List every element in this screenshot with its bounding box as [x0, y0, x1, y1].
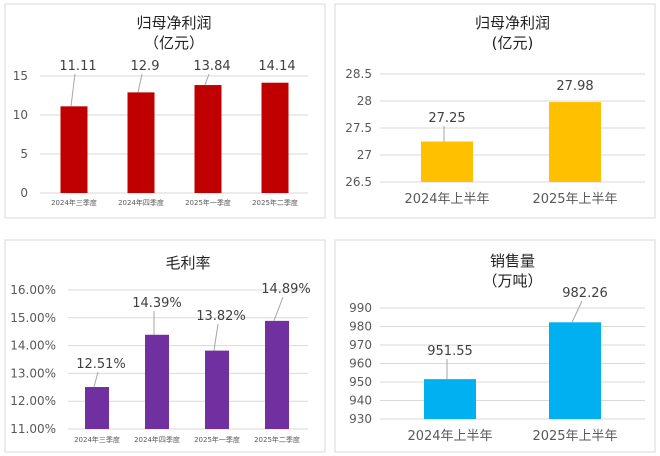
bar — [549, 102, 601, 182]
x-tick-label: 2025年上半年 — [532, 429, 617, 444]
chart-title: 毛利率 — [165, 254, 210, 272]
chart-panel-1: 归母净利润 （亿元） 0 5 10 15 2024年三季度 11.11 2024年四季度 12.9… — [4, 3, 326, 219]
x-tick-label: 2024年三季度 — [51, 198, 97, 207]
chart-panel-2: 归母净利润 (亿元) 26.5 27 27.5 28 28.5 2024年上半年 27.25 20… — [334, 3, 656, 219]
data-label: 12.9 — [131, 59, 160, 74]
y-tick-label: 0 — [20, 186, 28, 200]
y-tick-label: 13.00% — [10, 366, 56, 380]
chart-panel-4: 销售量 （万吨） 930 940 950 960 970 980 990 2024年上半年 951.… — [334, 239, 656, 453]
y-tick-label: 27.5 — [345, 121, 372, 135]
leader-line — [213, 323, 219, 351]
chart-subtitle: (亿元) — [492, 34, 534, 52]
x-tick-label: 2025年上半年 — [532, 192, 617, 207]
bar — [85, 387, 109, 429]
data-label: 14.39% — [132, 296, 182, 311]
bar — [145, 334, 169, 429]
x-tick-label: 2025年二季度 — [252, 198, 298, 207]
x-tick-label: 2024年四季度 — [118, 198, 164, 207]
data-label: 14.89% — [261, 282, 311, 297]
chart-title: 归母净利润 — [475, 14, 550, 32]
bar — [205, 350, 229, 429]
data-label: 11.11 — [59, 59, 96, 74]
leader-line — [273, 296, 284, 322]
y-tick-label: 11.00% — [10, 422, 56, 436]
data-label: 982.26 — [562, 286, 608, 301]
y-tick-label: 970 — [349, 338, 372, 352]
y-tick-label: 990 — [349, 301, 372, 315]
y-tick-label: 930 — [349, 412, 372, 426]
bar — [127, 92, 155, 193]
x-tick-label: 2024年上半年 — [404, 192, 489, 207]
y-tick-label: 28.5 — [345, 67, 372, 81]
x-tick-label: 2025年一季度 — [194, 435, 240, 444]
bar — [421, 141, 473, 182]
bar — [194, 85, 222, 193]
y-tick-label: 12.00% — [10, 394, 56, 408]
chart-subtitle: （亿元） — [144, 34, 204, 52]
panel-border — [334, 239, 656, 453]
chart-title: 归母净利润 — [136, 14, 211, 32]
y-tick-label: 15.00% — [10, 311, 56, 325]
y-tick-label: 28 — [357, 94, 372, 108]
y-tick-label: 5 — [20, 147, 28, 161]
data-label: 951.55 — [427, 344, 473, 359]
chart-subtitle: （万吨） — [482, 272, 542, 290]
bar — [424, 379, 476, 419]
leader-line — [70, 73, 76, 107]
leader-line — [93, 371, 99, 388]
chart-title: 销售量 — [490, 252, 535, 270]
y-tick-label: 27 — [357, 148, 372, 162]
y-tick-label: 10 — [13, 108, 28, 122]
leader-line — [137, 73, 143, 93]
x-tick-label: 2025年二季度 — [254, 435, 300, 444]
y-tick-label: 15 — [13, 69, 28, 83]
data-label: 13.82% — [196, 309, 246, 324]
bar — [261, 82, 289, 193]
bar — [549, 322, 601, 419]
data-label: 27.98 — [556, 79, 593, 94]
bar — [265, 320, 289, 429]
x-tick-label: 2024年三季度 — [74, 435, 120, 444]
y-tick-label: 26.5 — [345, 175, 372, 189]
data-label: 14.14 — [258, 59, 295, 74]
leader-line — [204, 73, 210, 86]
data-label: 12.51% — [76, 357, 126, 372]
data-label: 13.84 — [193, 59, 230, 74]
x-tick-label: 2024年四季度 — [134, 435, 180, 444]
y-tick-label: 950 — [349, 375, 372, 389]
y-tick-label: 980 — [349, 320, 372, 334]
x-tick-label: 2024年上半年 — [407, 429, 492, 444]
y-tick-label: 14.00% — [10, 339, 56, 353]
y-tick-label: 960 — [349, 357, 372, 371]
chart-panel-3: 毛利率 11.00% 12.00% 13.00% 14.00% 15.00% 16.00% 2… — [4, 239, 326, 453]
data-label: 27.25 — [428, 111, 465, 126]
x-tick-label: 2025年一季度 — [185, 198, 231, 207]
y-tick-label: 16.00% — [10, 283, 56, 297]
bar — [60, 106, 88, 193]
y-tick-label: 940 — [349, 394, 372, 408]
leader-line — [571, 300, 583, 323]
